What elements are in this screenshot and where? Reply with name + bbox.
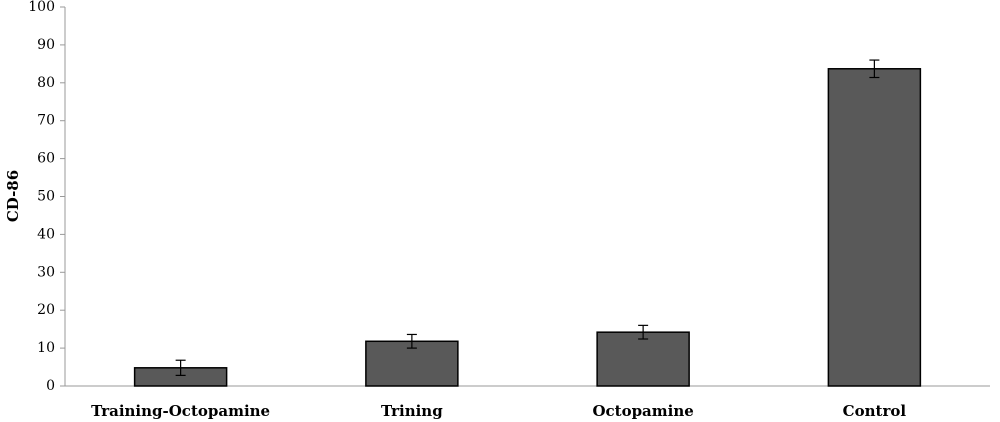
y-tick-label: 30	[37, 264, 55, 280]
error-bar	[406, 333, 417, 349]
y-tick-label: 70	[37, 113, 55, 129]
x-tick-label: Trining	[381, 402, 443, 420]
y-tick-label: 60	[37, 151, 55, 167]
y-tick-label: 40	[37, 226, 55, 242]
x-tick-label: Control	[843, 402, 907, 420]
bar	[827, 68, 922, 387]
error-bar	[175, 359, 186, 376]
y-tick-label: 90	[37, 37, 55, 53]
error-bar	[869, 59, 880, 79]
bar	[596, 331, 690, 387]
y-tick-label: 80	[37, 75, 55, 91]
x-tick-label: Octopamine	[592, 402, 693, 420]
y-tick-label: 0	[46, 378, 55, 394]
x-tick-label: Training-Octopamine	[91, 402, 270, 420]
y-tick-label: 50	[37, 189, 55, 205]
y-axis-label: CD-86	[4, 170, 22, 222]
y-tick-label: 100	[28, 0, 55, 15]
y-tick-label: 10	[37, 340, 55, 356]
error-bar	[638, 324, 649, 340]
y-tick-label: 20	[37, 302, 55, 318]
